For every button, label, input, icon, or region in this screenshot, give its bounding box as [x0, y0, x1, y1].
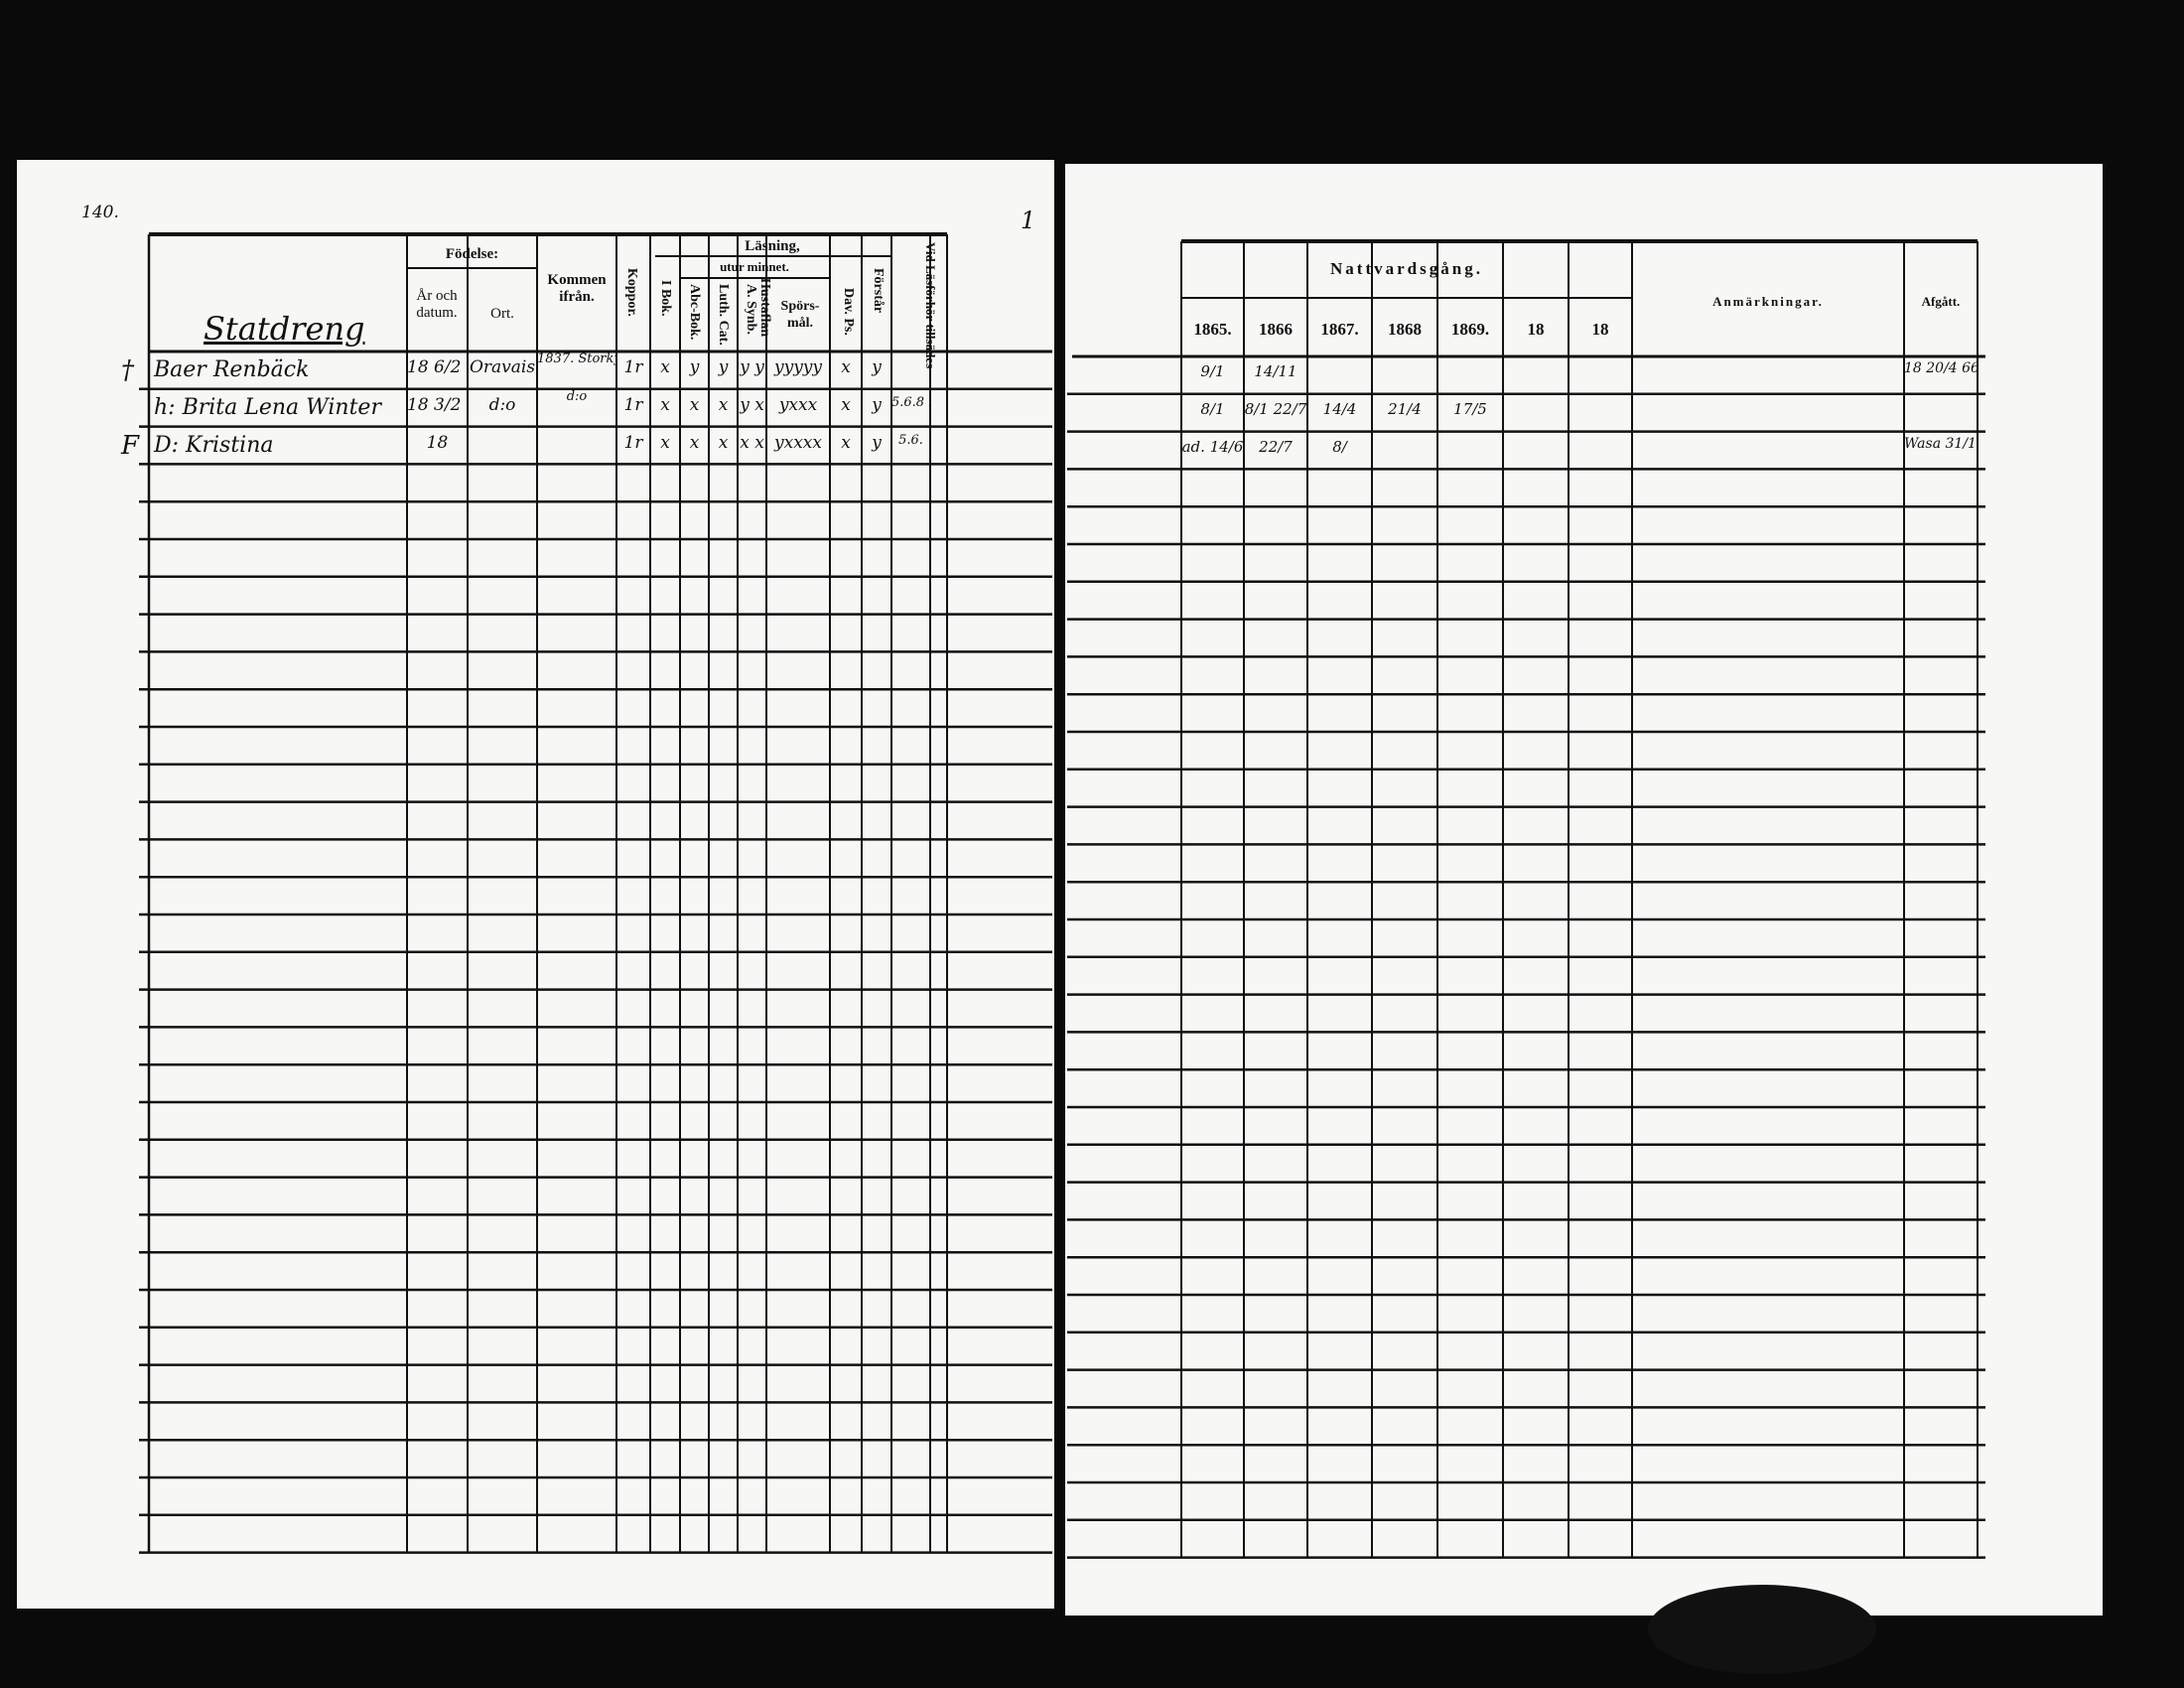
row-mark: F: [121, 430, 140, 461]
header-abc-bok: Abc-Bok.: [687, 284, 702, 341]
cell-kommen: d:o: [566, 388, 588, 404]
header-dav-ps: Dav. Ps.: [841, 288, 856, 336]
communion-date: 17/5: [1453, 399, 1487, 418]
header-kommen-ifran: Kommen ifrån.: [547, 272, 607, 305]
top-mark: 1: [1021, 207, 1036, 234]
communion-date: 9/1: [1200, 362, 1225, 380]
header-sporsmal: Spörs-mål.: [780, 299, 820, 331]
header-vid-lasforhor: Vid Läsförhör tillsädes: [923, 242, 938, 369]
communion-date: 21/4: [1388, 399, 1422, 418]
cell-vid: 5.6.: [898, 432, 923, 448]
communion-date: 22/7: [1259, 437, 1293, 456]
header-forstar: Förstår: [871, 268, 886, 314]
cell-spors: yxxx: [778, 394, 818, 415]
right-page: [1065, 164, 2103, 1616]
person-name: D: Kristina: [154, 432, 274, 458]
header-lasning: Läsning,: [745, 238, 800, 254]
communion-date: 8/1: [1200, 399, 1225, 418]
cell-dav: x: [841, 357, 851, 377]
cell-luth: x: [718, 394, 729, 415]
person-name: h: Brita Lena Winter: [154, 394, 381, 420]
cell-forstar: y: [872, 357, 882, 377]
cell-koppor: 1r: [623, 432, 643, 453]
header-year: 18: [1591, 320, 1609, 339]
cell-abc: x: [689, 394, 700, 415]
cell-abc: x: [689, 432, 700, 453]
cell-ort: Oravais: [469, 357, 536, 377]
cell-forstar: y: [872, 394, 882, 415]
communion-date: 8/1 22/7: [1244, 399, 1307, 418]
header-fodelse: Födelse:: [445, 246, 499, 262]
header-year: 1867.: [1320, 320, 1359, 339]
archive-stamp: [1648, 1585, 1876, 1674]
cell-abc: y: [689, 357, 700, 377]
header-i-bok: I Bok.: [658, 280, 673, 317]
cell-i_bok: x: [660, 432, 670, 453]
cell-afgatt: 18 20/4 66: [1904, 360, 1978, 376]
page-number: 140.: [81, 203, 119, 222]
header-utur-minnet: utur minnet.: [720, 259, 789, 274]
header-anmarkningar: Anmärkningar.: [1712, 294, 1824, 309]
left-page: [17, 160, 1054, 1609]
header-nattvardsgang: Nattvardsgång.: [1330, 259, 1483, 278]
communion-date: 14/4: [1322, 399, 1357, 418]
communion-date: 14/11: [1254, 362, 1297, 380]
cell-vid: 5.6.8 9.4.: [891, 394, 930, 410]
header-hustaflan: Hustaflan: [757, 278, 772, 338]
cell-koppor: 1r: [623, 394, 643, 415]
row-mark: †: [121, 355, 134, 385]
cell-synb_hust: y x: [740, 394, 764, 415]
header-ort: Ort.: [490, 306, 514, 322]
header-year: 1865.: [1193, 320, 1232, 339]
cell-kommen: 1837. Storkyro: [537, 352, 616, 366]
cell-spors: yxxxx: [774, 432, 822, 453]
cell-year: 18: [426, 432, 449, 453]
communion-date: ad. 14/6: [1181, 437, 1244, 456]
header-ar-och-datum: År och datum.: [416, 288, 458, 321]
cell-afgatt: Wasa 31/10 1867: [1904, 435, 1978, 452]
cell-i_bok: x: [660, 394, 670, 415]
header-year: 18: [1527, 320, 1545, 339]
header-year: 1868: [1388, 320, 1422, 339]
cell-spors: yyyyy: [773, 357, 823, 377]
cell-i_bok: x: [660, 357, 670, 377]
cell-ort: d:o: [488, 394, 516, 415]
cell-koppor: 1r: [623, 357, 643, 377]
header-luth-cat: Luth. Cat.: [716, 284, 731, 346]
section-title: Statdreng: [204, 310, 365, 348]
cell-synb_hust: y y: [740, 357, 764, 377]
cell-dav: x: [841, 432, 851, 453]
cell-forstar: y: [872, 432, 882, 453]
header-year: 1869.: [1450, 320, 1490, 339]
header-year: 1866: [1259, 320, 1293, 339]
cell-dav: x: [841, 394, 851, 415]
header-a-synb: A. Synb.: [744, 284, 758, 335]
cell-luth: y: [718, 357, 729, 377]
communion-date: 8/: [1332, 437, 1347, 456]
cell-luth: x: [718, 432, 729, 453]
cell-year: 18 3/2 06: [407, 394, 468, 415]
header-koppor: Koppor.: [624, 268, 639, 317]
cell-synb_hust: x x: [740, 432, 764, 453]
header-afgatt: Afgått.: [1921, 294, 1961, 309]
cell-year: 18 6/2 07: [407, 357, 468, 377]
person-name: Baer Renbäck: [154, 357, 310, 382]
